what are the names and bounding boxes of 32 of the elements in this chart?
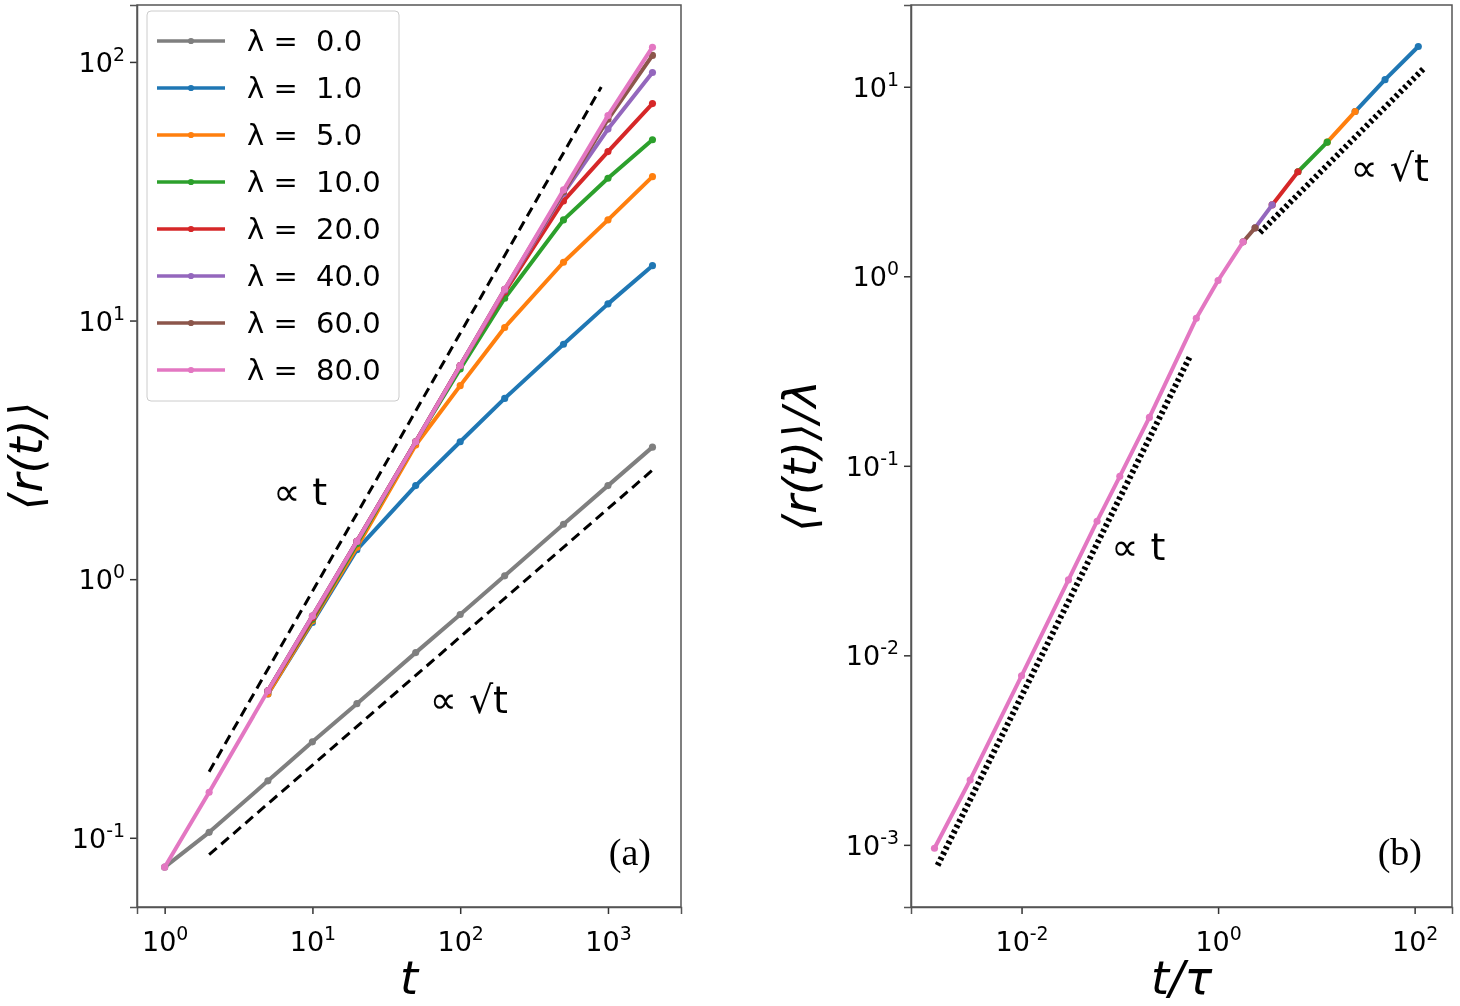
annotation: ∝ t [273,470,328,515]
legend-label: λ = 10.0 [247,165,381,200]
x-tick-label: 10$^{-2}$ [995,922,1049,957]
y-tick-label: 10$^{-2}$ [845,636,899,672]
x-tick-label: 10$^{2}$ [1391,922,1439,957]
y-tick-label: 10$^{2}$ [78,42,125,78]
x-tick-label: 10$^{1}$ [289,922,337,957]
x-tick-label: 10$^{3}$ [585,922,632,957]
y-axis-title: ⟨r(t)⟩/λ [773,380,827,532]
x-axis-title: t [399,951,420,1005]
y-tick-label: 10$^{0}$ [78,560,125,596]
legend-label: λ = 60.0 [247,306,381,341]
y-axis-title: ⟨r(t)⟩ [0,401,53,511]
annotation: (a) [608,831,651,874]
legend-label: λ = 5.0 [247,118,363,153]
legend-label: λ = 1.0 [247,71,363,106]
x-tick-label: 10$^{0}$ [141,922,189,957]
legend-label: λ = 40.0 [247,259,381,294]
annotation: ∝ t [1111,524,1166,569]
legend-label: λ = 80.0 [247,353,381,388]
y-tick-label: 10$^{-1}$ [845,446,899,482]
annotation: ∝ √t [1350,145,1429,190]
annotation: (b) [1377,831,1422,874]
y-tick-label: 10$^{-1}$ [71,818,125,854]
y-tick-label: 10$^{0}$ [852,257,899,293]
y-tick-label: 10$^{-3}$ [845,825,899,861]
x-tick-label: 10$^{2}$ [437,922,484,957]
annotation: ∝ √t [429,677,509,722]
legend-label: λ = 0.0 [247,24,363,59]
y-tick-label: 10$^{1}$ [78,301,125,337]
y-tick-label: 10$^{1}$ [852,67,899,103]
legend-label: λ = 20.0 [247,212,381,247]
